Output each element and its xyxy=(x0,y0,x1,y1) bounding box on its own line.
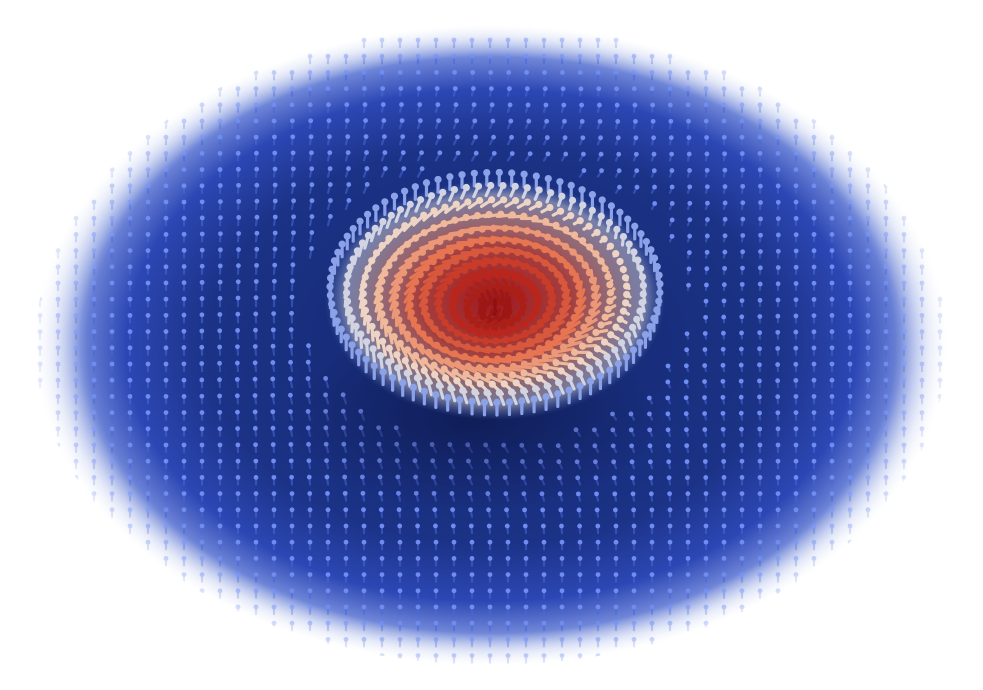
edge-fade xyxy=(21,10,961,680)
